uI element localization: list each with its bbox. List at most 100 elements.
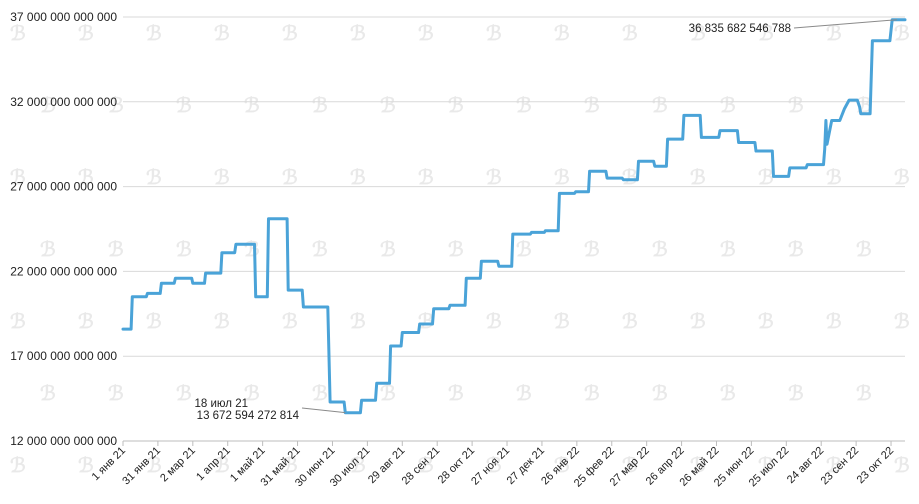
- watermark-glyph: ℬ: [78, 167, 94, 189]
- watermark-glyph: ℬ: [758, 311, 774, 333]
- watermark-glyph: ℬ: [10, 311, 26, 333]
- watermark-glyph: ℬ: [146, 167, 162, 189]
- annotation-label: 18 июл 21: [195, 398, 248, 410]
- y-tick-label: 22 000 000 000 000: [10, 264, 117, 278]
- watermark-glyph: ℬ: [380, 383, 396, 405]
- watermark-glyph: ℬ: [282, 311, 298, 333]
- watermark-glyph: ℬ: [894, 455, 910, 477]
- watermark-glyph: ℬ: [146, 23, 162, 45]
- watermark-glyph: ℬ: [214, 167, 230, 189]
- watermark-glyph: ℬ: [176, 239, 192, 261]
- watermark-glyph: ℬ: [690, 23, 706, 45]
- watermark-glyph: ℬ: [108, 95, 124, 117]
- watermark-glyph: ℬ: [350, 23, 366, 45]
- watermark-glyph: ℬ: [622, 455, 638, 477]
- series-layer: [121, 18, 907, 415]
- annotation-label: 36 835 682 546 788: [689, 23, 791, 35]
- watermark-glyph: ℬ: [856, 383, 872, 405]
- x-tick-label: 2 мар 21: [158, 445, 198, 485]
- watermark-glyph: ℬ: [350, 455, 366, 477]
- watermark-glyph: ℬ: [826, 455, 842, 477]
- watermark-glyph: ℬ: [758, 455, 774, 477]
- y-tick-label: 27 000 000 000 000: [10, 180, 117, 194]
- watermark-glyph: ℬ: [584, 239, 600, 261]
- watermark-glyph: ℬ: [622, 167, 638, 189]
- watermark-glyph: ℬ: [10, 23, 26, 45]
- watermark-glyph: ℬ: [40, 239, 56, 261]
- watermark-glyph: ℬ: [448, 95, 464, 117]
- watermark-glyph: ℬ: [418, 167, 434, 189]
- watermark-glyph: ℬ: [652, 239, 668, 261]
- watermark-glyph: ℬ: [826, 311, 842, 333]
- y-tick-label: 37 000 000 000 000: [10, 10, 117, 24]
- watermark-glyph: ℬ: [312, 95, 328, 117]
- watermark-glyph: ℬ: [78, 311, 94, 333]
- watermark-glyph: ℬ: [244, 383, 260, 405]
- watermark-glyph: ℬ: [214, 311, 230, 333]
- watermark-glyph: ℬ: [516, 239, 532, 261]
- watermark-glyph: ℬ: [108, 383, 124, 405]
- watermark-glyph: ℬ: [244, 95, 260, 117]
- watermark-glyph: ℬ: [282, 167, 298, 189]
- watermark-glyph: ℬ: [380, 239, 396, 261]
- watermark-glyph: ℬ: [40, 383, 56, 405]
- watermark-glyph: ℬ: [826, 23, 842, 45]
- watermark-glyph: ℬ: [176, 383, 192, 405]
- y-tick-label: 32 000 000 000 000: [10, 95, 117, 109]
- watermark-glyph: ℬ: [584, 95, 600, 117]
- watermark-glyph: ℬ: [78, 455, 94, 477]
- watermark-glyph: ℬ: [622, 311, 638, 333]
- watermark-glyph: ℬ: [380, 95, 396, 117]
- watermark-glyph: ℬ: [486, 23, 502, 45]
- watermark-glyph: ℬ: [448, 239, 464, 261]
- watermark-glyph: ℬ: [40, 95, 56, 117]
- watermark-glyph: ℬ: [554, 311, 570, 333]
- watermark-glyph: ℬ: [894, 23, 910, 45]
- watermark-glyph: ℬ: [176, 95, 192, 117]
- annotation-leader-line: [301, 407, 346, 414]
- watermark-glyph: ℬ: [856, 239, 872, 261]
- watermark-glyph: ℬ: [418, 455, 434, 477]
- watermark-glyph: ℬ: [652, 95, 668, 117]
- watermark-glyph: ℬ: [516, 383, 532, 405]
- watermark-glyph: ℬ: [788, 95, 804, 117]
- watermark-glyph: ℬ: [788, 383, 804, 405]
- series-line: [121, 18, 907, 415]
- y-tick-label: 17 000 000 000 000: [10, 349, 117, 363]
- watermark-glyph: ℬ: [486, 455, 502, 477]
- watermark-glyph: ℬ: [10, 455, 26, 477]
- watermark-glyph: ℬ: [758, 167, 774, 189]
- watermark-glyph: ℬ: [10, 167, 26, 189]
- watermark-glyph: ℬ: [894, 311, 910, 333]
- watermark-glyph: ℬ: [486, 311, 502, 333]
- watermark-glyph: ℬ: [418, 23, 434, 45]
- annotation-label: 13 672 594 272 814: [197, 410, 300, 422]
- watermark-glyph: ℬ: [214, 455, 230, 477]
- watermark-glyph: ℬ: [448, 383, 464, 405]
- watermark-glyph: ℬ: [516, 95, 532, 117]
- watermark-glyph: ℬ: [652, 383, 668, 405]
- watermark-glyph: ℬ: [282, 455, 298, 477]
- watermark-glyph: ℬ: [554, 167, 570, 189]
- watermark-glyph: ℬ: [146, 311, 162, 333]
- watermark-glyph: ℬ: [720, 383, 736, 405]
- annotation-leader-line: [793, 19, 897, 29]
- watermark-glyph: ℬ: [418, 311, 434, 333]
- watermark-glyph: ℬ: [312, 383, 328, 405]
- watermark-glyph: ℬ: [720, 95, 736, 117]
- x-tick-label: 27 ноя 21: [469, 445, 512, 488]
- watermark-glyph: ℬ: [894, 167, 910, 189]
- x-tick-label: 23 окт 22: [855, 445, 896, 486]
- y-tick-label: 12 000 000 000 000: [10, 434, 117, 448]
- watermark-glyph: ℬ: [758, 23, 774, 45]
- watermark-glyph: ℬ: [690, 455, 706, 477]
- watermark-glyph: ℬ: [350, 167, 366, 189]
- watermark-glyph: ℬ: [282, 23, 298, 45]
- x-tick-label: 23 сен 22: [819, 445, 862, 488]
- watermark-glyph: ℬ: [584, 383, 600, 405]
- watermark-glyph: ℬ: [244, 239, 260, 261]
- grid-lines: [123, 16, 905, 442]
